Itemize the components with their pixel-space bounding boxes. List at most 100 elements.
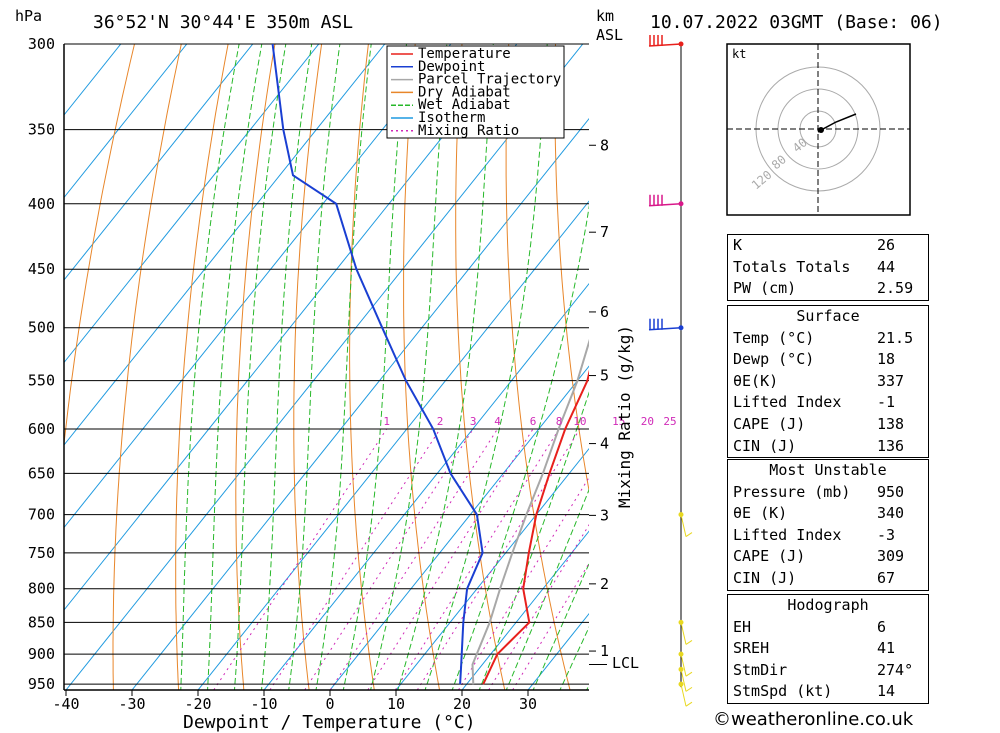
storm-motion-marker xyxy=(818,127,824,133)
pressure-tick-label: 350 xyxy=(28,121,55,139)
x-tick-label: -20 xyxy=(184,695,211,713)
index-row: CIN (J) 136 xyxy=(733,436,905,455)
isobars xyxy=(64,43,589,685)
wind-barb xyxy=(680,669,693,692)
isotherm-line xyxy=(64,44,320,364)
wind-barb xyxy=(648,318,682,331)
index-row: EH 6 xyxy=(733,617,887,636)
pressure-tick-label: 550 xyxy=(28,372,55,390)
mixing-ratio-line xyxy=(213,428,388,690)
mixing-ratio-line xyxy=(269,428,441,690)
wet-adiabat-line xyxy=(342,44,407,690)
x-axis-label: Dewpoint / Temperature (°C) xyxy=(183,712,476,733)
x-tick-label: -10 xyxy=(250,695,277,713)
wind-barbs xyxy=(648,35,693,707)
wet-adiabat-line xyxy=(532,562,589,690)
legend-item-label: Parcel Trajectory xyxy=(418,72,561,88)
km-tick-label: 8 xyxy=(600,136,609,154)
x-tick-label: 0 xyxy=(325,695,334,713)
index-row: K 26 xyxy=(733,236,896,254)
isotherm-line xyxy=(64,44,122,116)
wind-barb xyxy=(648,194,682,207)
isotherm-line xyxy=(131,117,589,690)
index-row: Pressure (mb) 950 xyxy=(733,482,905,501)
pressure-tick-label: 600 xyxy=(28,420,55,438)
x-tick-label: 10 xyxy=(387,695,405,713)
pressure-tick-label: 400 xyxy=(28,195,55,213)
index-row: PW (cm) 2.59 xyxy=(733,279,914,298)
wet-adiabat-line xyxy=(315,44,372,690)
wet-adiabat-line xyxy=(397,44,494,690)
pressure-tick-label: 450 xyxy=(28,260,55,278)
x-tick-label: 30 xyxy=(519,695,537,713)
axes: 3003504004505005506006507007508008509009… xyxy=(28,35,609,713)
index-row: CAPE (J) 138 xyxy=(733,414,905,433)
isotherm-line xyxy=(64,44,254,281)
wet-adiabat-line xyxy=(207,44,263,690)
index-row: Dewp (°C) 18 xyxy=(733,350,896,369)
isotherm-line xyxy=(263,282,589,690)
wet-adiabat-line xyxy=(180,44,240,690)
isotherm-line xyxy=(65,44,584,690)
mixing-ratio-line xyxy=(329,428,498,690)
wind-barb xyxy=(680,684,693,707)
legend-item-label: Temperature xyxy=(418,46,511,62)
legend-box xyxy=(386,45,565,139)
index-row: StmDir 274° xyxy=(733,660,914,679)
dry-adiabat-line xyxy=(977,44,1000,690)
temperature-line xyxy=(482,369,589,685)
mixing-ratio-line xyxy=(367,428,534,690)
pressure-tick-label: 850 xyxy=(28,613,55,631)
legend-item-label: Dry Adiabat xyxy=(418,84,511,100)
isotherm-line xyxy=(395,447,589,690)
mixing-ratio-label: 4 xyxy=(494,415,501,428)
pressure-tick-label: 500 xyxy=(28,319,55,337)
dry-adiabat-line xyxy=(930,44,1000,690)
km-tick-label: 2 xyxy=(600,575,609,593)
isotherm-line xyxy=(197,200,589,690)
sounding-series xyxy=(271,44,589,685)
index-row: θE (K) 340 xyxy=(733,504,905,523)
x-tick-label: -30 xyxy=(118,695,145,713)
dry-adiabat-line xyxy=(349,44,375,690)
legend-item-label: Mixing Ratio xyxy=(418,123,519,139)
hodograph-unit-label: kt xyxy=(732,47,746,61)
pressure-tick-label: 950 xyxy=(28,675,55,693)
mixing-ratio-label: 25 xyxy=(663,415,676,428)
dry-adiabat-line xyxy=(505,44,571,690)
datetime-title: 10.07.2022 03GMT (Base: 06) xyxy=(650,12,943,33)
isotherm-line xyxy=(329,365,589,690)
index-row: SREH 41 xyxy=(733,639,896,658)
hodograph-title: Hodograph xyxy=(787,596,869,614)
wet-adiabat-line xyxy=(370,44,448,690)
wet-adiabat-line xyxy=(233,44,287,690)
dry-adiabat-line xyxy=(455,44,506,690)
hodograph-box: Hodograph EH 6 SREH 41 StmDir 274° StmSpd (… xyxy=(727,594,929,704)
wind-barb xyxy=(648,35,682,47)
pressure-tick-label: 800 xyxy=(28,580,55,598)
mixing-ratio-line xyxy=(304,428,474,690)
pressure-tick-label: 900 xyxy=(28,645,55,663)
isotherm-line xyxy=(64,44,518,611)
mixing-ratio-label: 20 xyxy=(641,415,654,428)
legend-item-label: Wet Adiabat xyxy=(418,97,511,113)
dry-adiabat-line xyxy=(403,44,440,690)
indices-top-box: K 26 Totals Totals 44 PW (cm) 2.59 xyxy=(727,234,929,301)
dewpoint-line xyxy=(271,44,484,685)
wet-adiabat-line xyxy=(451,204,589,690)
wind-barb xyxy=(680,654,693,677)
pressure-tick-label: 650 xyxy=(28,464,55,482)
dry-adiabat-line xyxy=(554,44,589,494)
wind-barb xyxy=(680,514,693,537)
lcl-label: LCL xyxy=(612,654,639,672)
isotherm-line xyxy=(461,530,589,690)
mixing-ratio-label: 15 xyxy=(612,415,625,428)
isotherm-line xyxy=(64,44,452,529)
mixing-ratio-label: 8 xyxy=(556,415,563,428)
km-tick-label: 6 xyxy=(600,303,609,321)
mixing-ratio-label: 1 xyxy=(383,415,390,428)
km-tick-label: 4 xyxy=(600,435,609,453)
